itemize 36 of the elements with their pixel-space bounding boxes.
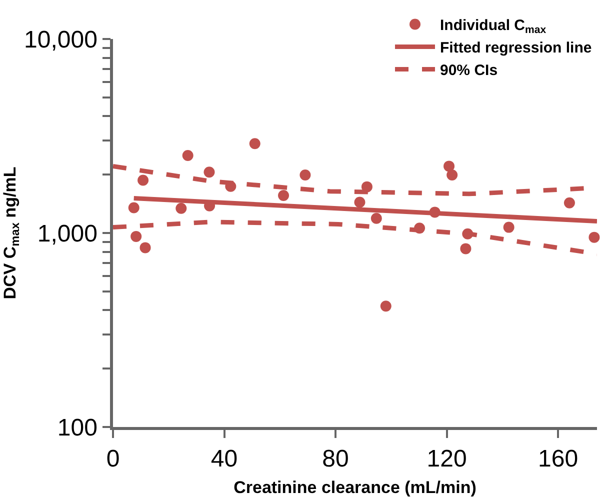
x-axis-title: Creatinine clearance (mL/min) <box>234 478 476 497</box>
point <box>444 160 455 172</box>
x-tick-label: 120 <box>426 446 467 473</box>
point <box>429 206 440 218</box>
y-tick-label: 10,000 <box>24 26 98 54</box>
y-tick-label: 100 <box>57 414 98 442</box>
point <box>249 138 260 150</box>
point <box>204 166 215 178</box>
point <box>354 196 366 208</box>
point <box>138 174 149 186</box>
x-tick-label: 0 <box>106 446 120 473</box>
point <box>130 230 142 242</box>
point <box>278 190 290 202</box>
point <box>460 243 472 254</box>
x-tick-label: 160 <box>538 446 578 473</box>
point <box>380 300 392 312</box>
point <box>182 150 194 161</box>
point <box>503 222 514 233</box>
legend-label: 90% CIs <box>440 62 498 80</box>
point <box>361 181 372 192</box>
point <box>300 170 311 181</box>
point <box>462 228 474 240</box>
legend-label: Fitted regression line <box>440 40 592 57</box>
x-tick-label: 40 <box>210 446 238 473</box>
y-tick-label: 1,000 <box>37 220 98 248</box>
point <box>414 222 426 234</box>
point <box>588 232 600 243</box>
point <box>128 202 140 214</box>
x-tick-label: 80 <box>322 446 349 473</box>
point <box>176 202 187 214</box>
point <box>446 170 458 181</box>
point <box>370 212 382 224</box>
legend-label: Individual C$_{max}$ <box>440 17 546 36</box>
point <box>564 197 575 208</box>
point <box>225 180 236 192</box>
point <box>140 242 151 254</box>
